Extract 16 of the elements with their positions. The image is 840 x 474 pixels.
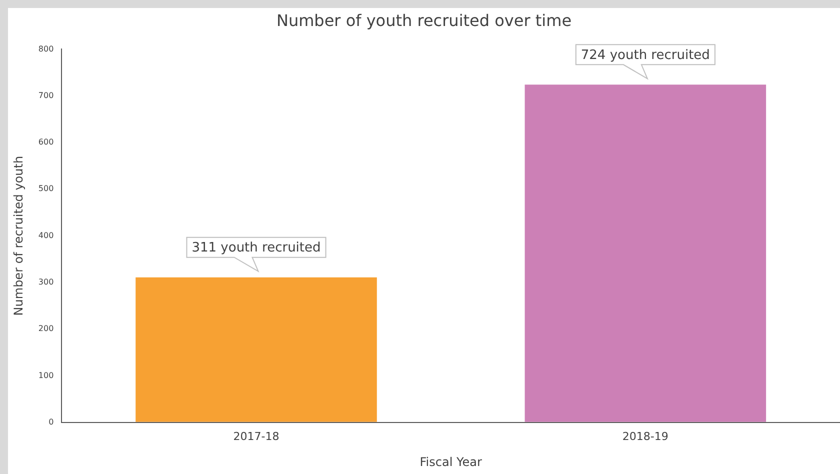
y-tick-label: 0 bbox=[48, 417, 54, 426]
y-tick-label: 500 bbox=[38, 184, 54, 194]
x-axis-title: Fiscal Year bbox=[420, 454, 482, 469]
y-tick-label: 100 bbox=[38, 370, 54, 380]
data-label: 311 youth recruited bbox=[192, 240, 321, 256]
data-label: 724 youth recruited bbox=[580, 48, 710, 64]
y-tick-label: 200 bbox=[38, 324, 54, 334]
y-axis-title: Number of recruited youth bbox=[11, 156, 26, 316]
x-tick-label: 2017-18 bbox=[233, 430, 280, 443]
y-tick-label: 300 bbox=[38, 278, 54, 287]
x-tick-label: 2018-19 bbox=[622, 430, 668, 443]
y-tick-label: 600 bbox=[38, 138, 54, 147]
y-tick-label: 800 bbox=[38, 44, 54, 54]
y-tick-label: 700 bbox=[38, 90, 54, 100]
y-tick-label: 400 bbox=[38, 230, 54, 240]
chart-title: Number of youth recruited over time bbox=[276, 10, 572, 30]
